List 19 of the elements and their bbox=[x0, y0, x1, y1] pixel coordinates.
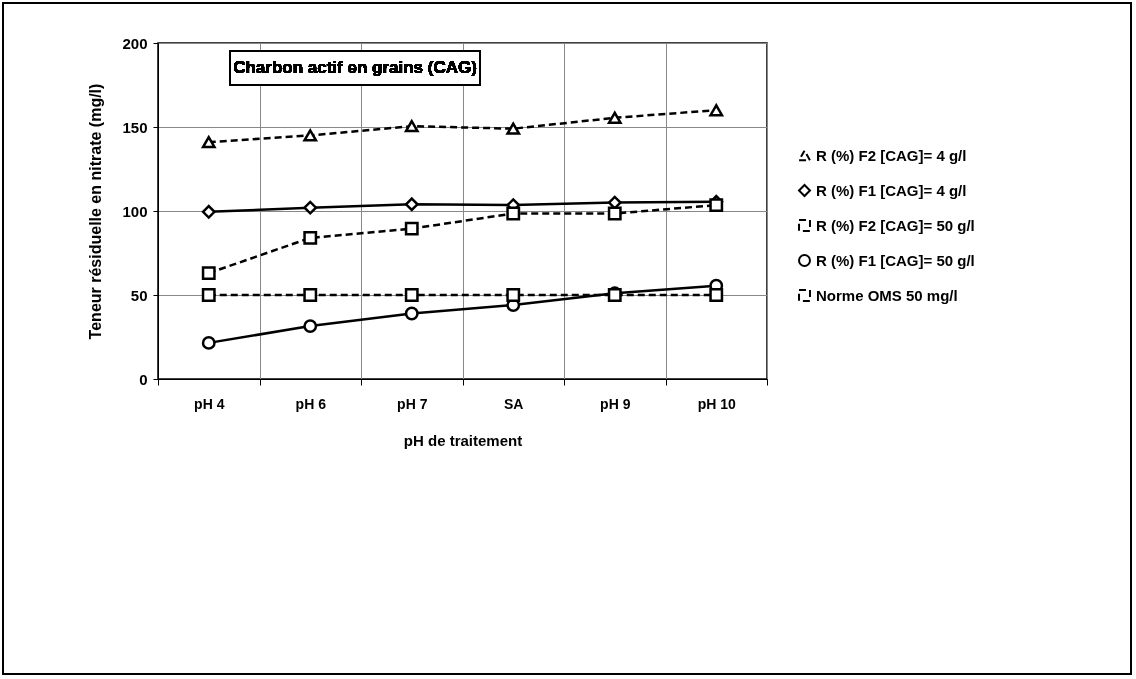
y-tick-label: 100 bbox=[122, 202, 148, 220]
y-axis-title: Teneur résiduelle en nitrate (mg/l) bbox=[87, 83, 105, 340]
y-tick-label: 200 bbox=[122, 34, 148, 52]
legend-label: R (%) F1 [CAG]= 50 g/l bbox=[816, 251, 975, 269]
legend-label: R (%) F2 [CAG]= 4 g/l bbox=[816, 146, 967, 164]
y-tick-label: 150 bbox=[122, 118, 148, 136]
x-tick-label: SA bbox=[504, 395, 524, 412]
x-tick-label: pH 6 bbox=[295, 395, 327, 412]
x-tick-label: pH 7 bbox=[397, 395, 428, 412]
y-tick-label: 50 bbox=[130, 286, 148, 304]
legend-label: R (%) F2 [CAG]= 50 g/l bbox=[816, 216, 975, 234]
x-tick-label: pH 10 bbox=[697, 395, 737, 412]
legend-label: Norme OMS 50 mg/l bbox=[816, 286, 958, 304]
x-tick-label: pH 4 bbox=[194, 395, 225, 412]
x-tick-label: pH 9 bbox=[600, 395, 631, 412]
y-tick-label: 0 bbox=[139, 370, 148, 388]
annotation: Charbon actif en grains (CAG) bbox=[233, 58, 477, 77]
x-axis-title: pH de traitement bbox=[403, 431, 523, 449]
legend-label: R (%) F1 [CAG]= 4 g/l bbox=[816, 181, 967, 199]
